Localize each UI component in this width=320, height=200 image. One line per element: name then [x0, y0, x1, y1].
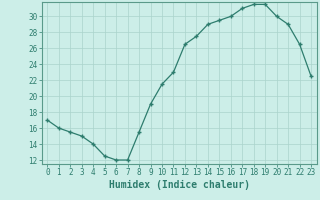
- X-axis label: Humidex (Indice chaleur): Humidex (Indice chaleur): [109, 180, 250, 190]
